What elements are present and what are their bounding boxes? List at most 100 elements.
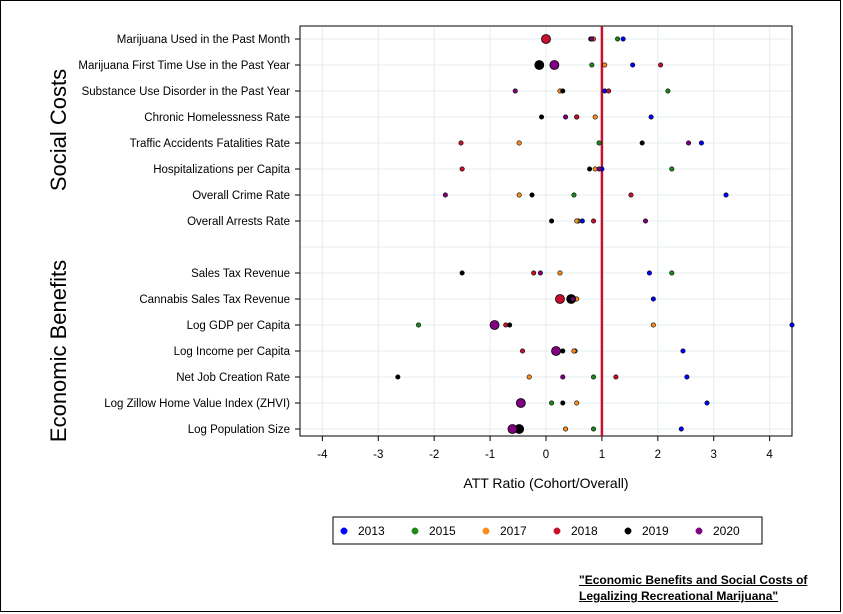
x-axis-label: ATT Ratio (Cohort/Overall) [463, 475, 628, 491]
point-2019 [560, 88, 566, 94]
legend-label-2018: 2018 [571, 524, 598, 538]
point-2013 [698, 140, 704, 146]
legend-swatch-2013 [340, 527, 348, 535]
point-2018 [591, 218, 597, 224]
point-2013 [704, 400, 710, 406]
legend-label-2020: 2020 [713, 524, 740, 538]
point-2018 [606, 88, 612, 94]
point-2019 [459, 270, 465, 276]
point-2015 [596, 140, 602, 146]
point-2020 [563, 114, 569, 120]
point-2018 [613, 374, 619, 380]
category-label: Log GDP per Capita [187, 320, 291, 332]
point-2013 [630, 62, 636, 68]
point-2019 [560, 348, 566, 354]
category-label: Net Job Creation Rate [176, 372, 290, 384]
point-2015 [615, 36, 621, 42]
category-label: Log Population Size [188, 424, 290, 436]
legend-swatch-2019 [624, 527, 632, 535]
category-label: Log Income per Capita [174, 346, 291, 358]
point-2018 [574, 114, 580, 120]
figure-caption: "Economic Benefits and Social Costs of L… [579, 573, 808, 603]
data-points [395, 34, 795, 434]
category-label: Traffic Accidents Fatalities Rate [130, 138, 290, 150]
x-tick-label: -2 [429, 449, 439, 461]
point-2019 [534, 60, 545, 70]
point-2013 [648, 114, 654, 120]
point-2015 [591, 374, 597, 380]
point-2015 [589, 62, 595, 68]
point-2019 [395, 374, 401, 380]
point-2015 [665, 88, 671, 94]
x-tick-label: 3 [711, 449, 717, 461]
point-2013 [678, 426, 684, 432]
point-2019 [539, 114, 545, 120]
point-2018 [520, 348, 526, 354]
category-label: Substance Use Disorder in the Past Year [82, 86, 291, 98]
x-tick-label: 1 [599, 449, 605, 461]
point-2015 [549, 400, 555, 406]
point-2020 [507, 424, 518, 434]
point-2019 [587, 166, 593, 172]
point-2020 [442, 192, 448, 198]
legend-label-2017: 2017 [500, 524, 527, 538]
point-2015 [669, 270, 675, 276]
point-2020 [686, 140, 692, 146]
category-label: Cannabis Sales Tax Revenue [139, 294, 290, 306]
x-tick-label: 4 [766, 449, 773, 461]
legend-swatch-2018 [553, 527, 561, 535]
point-2017 [557, 270, 563, 276]
point-2013 [646, 270, 652, 276]
point-2017 [571, 348, 577, 354]
point-2013 [723, 192, 729, 198]
legend-swatch-2020 [695, 527, 703, 535]
point-2013 [684, 374, 690, 380]
point-2013 [680, 348, 686, 354]
point-2017 [563, 426, 569, 432]
category-label: Log Zillow Home Value Index (ZHVI) [104, 398, 290, 410]
point-2013 [789, 322, 795, 328]
legend-box [332, 516, 763, 545]
point-2017 [602, 62, 608, 68]
point-2019 [560, 400, 566, 406]
point-2020 [596, 166, 602, 172]
category-label: Overall Crime Rate [192, 190, 290, 202]
point-2013 [650, 296, 656, 302]
x-tick-label: -4 [317, 449, 328, 461]
point-2017 [526, 374, 532, 380]
category-labels: Marijuana Used in the Past Month Marijuan… [78, 34, 300, 436]
point-2019 [639, 140, 645, 146]
group-label-economic-benefits: Economic Benefits [46, 260, 71, 442]
point-2020 [589, 36, 595, 42]
legend-swatch-2017 [482, 527, 490, 535]
category-label: Hospitalizations per Capita [153, 164, 290, 176]
point-2015 [669, 166, 675, 172]
category-label: Marijuana First Time Use in the Past Yea… [78, 60, 290, 72]
group-label-social-costs: Social Costs [46, 69, 71, 191]
point-2020 [551, 346, 561, 356]
legend-swatch-2015 [411, 527, 419, 535]
point-2015 [416, 322, 422, 328]
point-2019 [507, 322, 513, 328]
point-2020 [570, 296, 576, 302]
x-tick-label: -3 [373, 449, 383, 461]
point-2018 [628, 192, 634, 198]
point-2013 [620, 36, 626, 42]
x-axis-ticks: -4 -3 -2 -1 0 1 2 3 4 [317, 436, 773, 461]
legend-label-2015: 2015 [429, 524, 456, 538]
category-label: Overall Arrests Rate [187, 216, 290, 228]
point-2017 [592, 114, 598, 120]
point-2017 [516, 192, 522, 198]
point-2020 [512, 88, 518, 94]
point-2018 [555, 294, 565, 304]
legend: 2013 2015 2017 2018 2019 2020 [332, 516, 763, 545]
point-2020 [549, 60, 560, 70]
point-2020 [560, 374, 566, 380]
x-tick-label: 2 [655, 449, 661, 461]
point-2020 [515, 398, 526, 408]
point-2020 [643, 218, 649, 224]
point-2018 [531, 270, 537, 276]
point-2017 [574, 218, 580, 224]
